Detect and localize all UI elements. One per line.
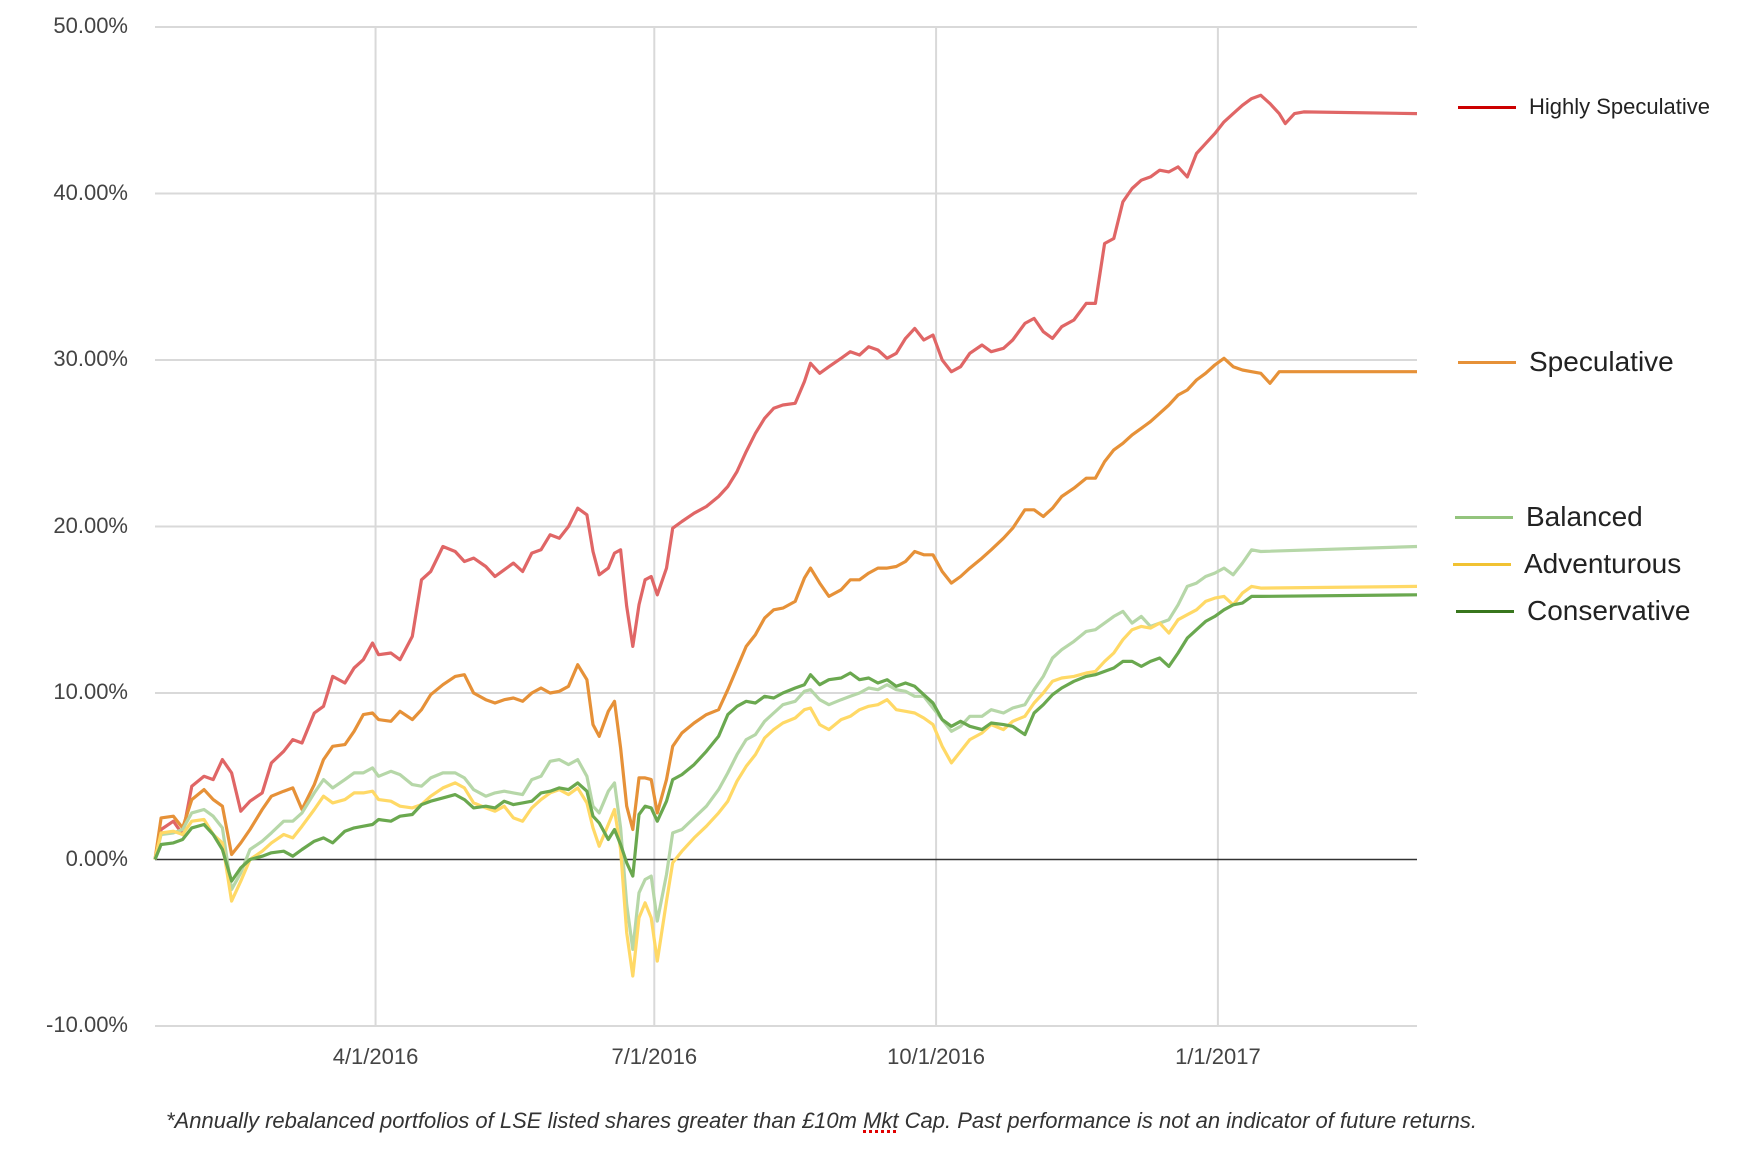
- x-tick-label: 4/1/2016: [332, 1044, 419, 1069]
- series-line-adventurous[interactable]: [153, 584, 1418, 978]
- x-tick-label: 1/1/2017: [1175, 1044, 1261, 1069]
- legend-item-highly-speculative[interactable]: Highly Speculative: [1458, 94, 1710, 120]
- y-tick-label: 40.00%: [53, 179, 128, 205]
- legend-item-adventurous[interactable]: Adventurous: [1453, 548, 1681, 580]
- series-line-speculative[interactable]: [153, 356, 1417, 860]
- y-tick-label: 0.00%: [65, 845, 128, 871]
- y-tick-label: -10.00%: [46, 1012, 128, 1037]
- legend-swatch-highly-speculative: [1458, 105, 1516, 109]
- x-tick-label: 7/1/2016: [611, 1044, 698, 1069]
- spellcheck-flagged-word: Mkt: [863, 1108, 899, 1133]
- y-tick-label: 50.00%: [53, 13, 128, 38]
- legend-label: Adventurous: [1524, 548, 1682, 579]
- series-line-balanced[interactable]: [153, 544, 1418, 951]
- footnote-text-start: *Annually rebalanced portfolios of LSE l…: [166, 1108, 864, 1133]
- y-tick-label: 30.00%: [53, 346, 128, 371]
- footnote: *Annually rebalanced portfolios of LSE l…: [166, 1108, 1477, 1134]
- legend-label: Speculative: [1529, 346, 1674, 377]
- legend-swatch-conservative: [1456, 609, 1514, 613]
- series-line-highly-speculative[interactable]: [153, 93, 1418, 860]
- legend-item-conservative[interactable]: Conservative: [1456, 595, 1690, 627]
- legend-label: Conservative: [1527, 595, 1691, 626]
- y-tick-label: 10.00%: [53, 679, 128, 704]
- x-tick-label: 10/1/2016: [887, 1044, 986, 1069]
- legend-item-speculative[interactable]: Speculative: [1458, 346, 1674, 378]
- legend-label: Highly Speculative: [1529, 94, 1710, 119]
- legend-swatch-balanced: [1455, 515, 1513, 519]
- legend-swatch-adventurous: [1453, 562, 1511, 566]
- footnote-text-end: Cap. Past performance is not an indicato…: [898, 1108, 1477, 1133]
- legend-item-balanced[interactable]: Balanced: [1455, 501, 1643, 533]
- legend-label: Balanced: [1526, 501, 1643, 532]
- y-tick-label: 20.00%: [53, 512, 128, 538]
- legend-swatch-speculative: [1458, 360, 1516, 364]
- series-line-conservative[interactable]: [153, 593, 1418, 883]
